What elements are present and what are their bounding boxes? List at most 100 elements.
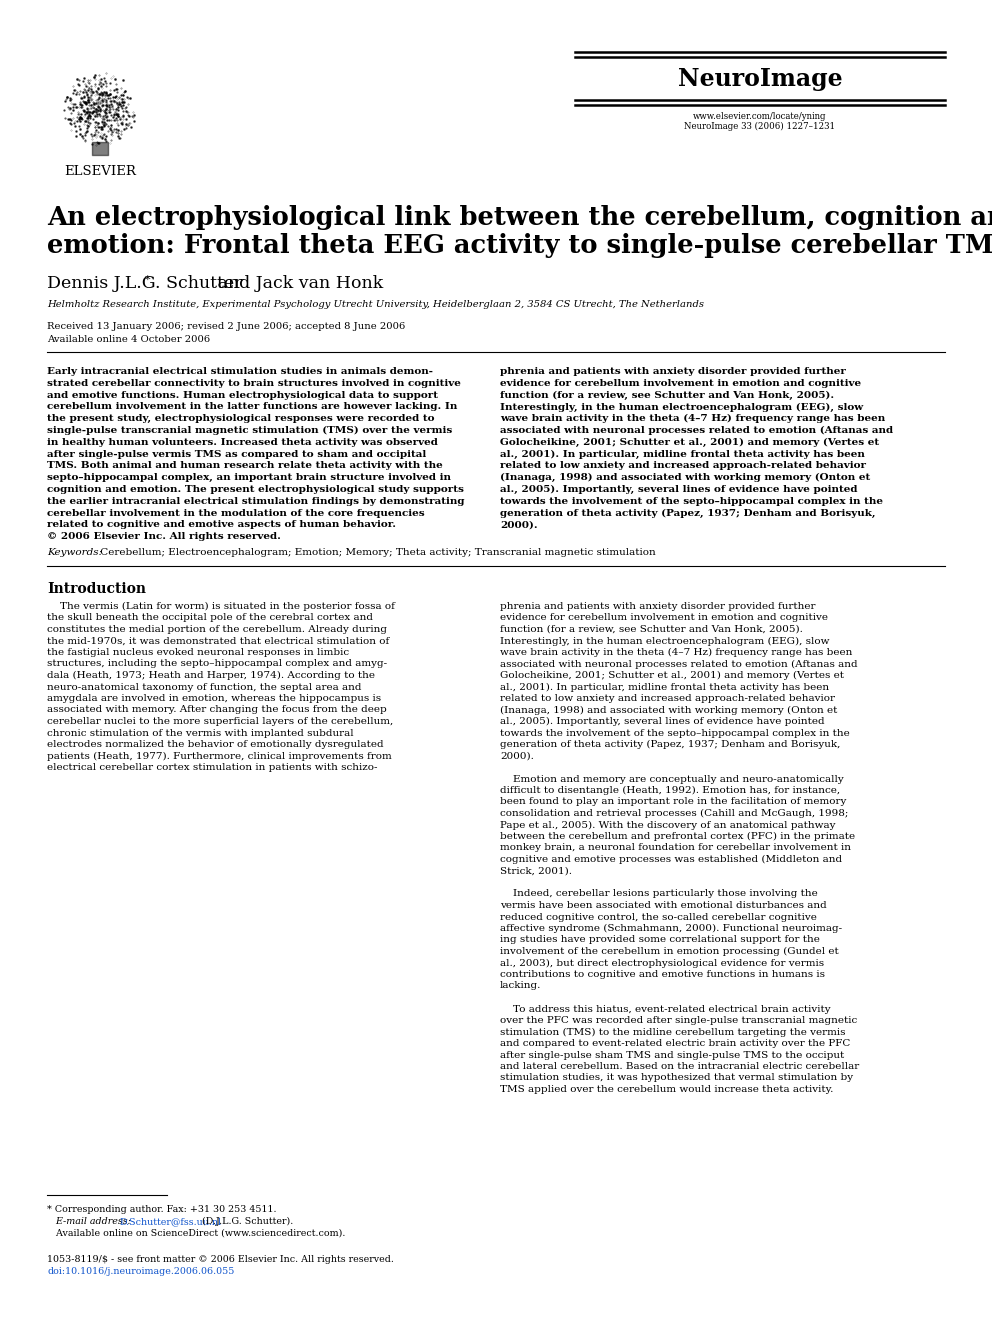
Text: cognitive and emotive processes was established (Middleton and: cognitive and emotive processes was esta… <box>500 855 842 864</box>
Text: involvement of the cerebellum in emotion processing (Gundel et: involvement of the cerebellum in emotion… <box>500 947 839 957</box>
Text: Interestingly, in the human electroencephalogram (EEG), slow: Interestingly, in the human electroencep… <box>500 402 863 411</box>
Text: ELSEVIER: ELSEVIER <box>64 165 136 179</box>
Text: emotion: Frontal theta EEG activity to single-pulse cerebellar TMS: emotion: Frontal theta EEG activity to s… <box>47 233 992 258</box>
Text: Received 13 January 2006; revised 2 June 2006; accepted 8 June 2006: Received 13 January 2006; revised 2 June… <box>47 321 406 331</box>
Text: * Corresponding author. Fax: +31 30 253 4511.: * Corresponding author. Fax: +31 30 253 … <box>47 1205 277 1215</box>
Text: difficult to disentangle (Heath, 1992). Emotion has, for instance,: difficult to disentangle (Heath, 1992). … <box>500 786 840 795</box>
Text: the earlier intracranial electrical stimulation findings by demonstrating: the earlier intracranial electrical stim… <box>47 497 464 505</box>
Text: stimulation (TMS) to the midline cerebellum targeting the vermis: stimulation (TMS) to the midline cerebel… <box>500 1028 845 1037</box>
Text: related to low anxiety and increased approach-related behavior: related to low anxiety and increased app… <box>500 695 835 703</box>
Text: Dennis J.L.G. Schutter: Dennis J.L.G. Schutter <box>47 275 242 292</box>
Text: al., 2003), but direct electrophysiological evidence for vermis: al., 2003), but direct electrophysiologi… <box>500 958 824 967</box>
Text: in healthy human volunteers. Increased theta activity was observed: in healthy human volunteers. Increased t… <box>47 438 437 447</box>
Text: TMS. Both animal and human research relate theta activity with the: TMS. Both animal and human research rela… <box>47 462 442 471</box>
Text: Interestingly, in the human electroencephalogram (EEG), slow: Interestingly, in the human electroencep… <box>500 636 829 646</box>
Text: towards the involvement of the septo–hippocampal complex in the: towards the involvement of the septo–hip… <box>500 497 883 505</box>
Text: The vermis (Latin for worm) is situated in the posterior fossa of: The vermis (Latin for worm) is situated … <box>47 602 395 611</box>
Text: www.elsevier.com/locate/yning: www.elsevier.com/locate/yning <box>693 112 826 120</box>
Text: al., 2005). Importantly, several lines of evidence have pointed: al., 2005). Importantly, several lines o… <box>500 717 824 726</box>
Text: Available online 4 October 2006: Available online 4 October 2006 <box>47 335 210 344</box>
Text: generation of theta activity (Papez, 1937; Denham and Borisyuk,: generation of theta activity (Papez, 193… <box>500 508 876 517</box>
Text: after single-pulse vermis TMS as compared to sham and occipital: after single-pulse vermis TMS as compare… <box>47 450 427 459</box>
Text: al., 2001). In particular, midline frontal theta activity has been: al., 2001). In particular, midline front… <box>500 450 865 459</box>
Text: the present study, electrophysiological responses were recorded to: the present study, electrophysiological … <box>47 414 434 423</box>
Text: and compared to event-related electric brain activity over the PFC: and compared to event-related electric b… <box>500 1039 850 1048</box>
Text: evidence for cerebellum involvement in emotion and cognitive: evidence for cerebellum involvement in e… <box>500 378 861 388</box>
Text: phrenia and patients with anxiety disorder provided further: phrenia and patients with anxiety disord… <box>500 366 846 376</box>
Text: contributions to cognitive and emotive functions in humans is: contributions to cognitive and emotive f… <box>500 970 825 979</box>
Text: phrenia and patients with anxiety disorder provided further: phrenia and patients with anxiety disord… <box>500 602 815 611</box>
Text: Keywords:: Keywords: <box>47 548 102 557</box>
Text: the mid-1970s, it was demonstrated that electrical stimulation of: the mid-1970s, it was demonstrated that … <box>47 636 389 646</box>
Text: been found to play an important role in the facilitation of memory: been found to play an important role in … <box>500 798 846 807</box>
Text: wave brain activity in the theta (4–7 Hz) frequency range has been: wave brain activity in the theta (4–7 Hz… <box>500 414 885 423</box>
Text: related to low anxiety and increased approach-related behavior: related to low anxiety and increased app… <box>500 462 866 471</box>
Text: E-mail address:: E-mail address: <box>47 1217 134 1226</box>
Text: affective syndrome (Schmahmann, 2000). Functional neuroimag-: affective syndrome (Schmahmann, 2000). F… <box>500 923 842 933</box>
Text: strated cerebellar connectivity to brain structures involved in cognitive: strated cerebellar connectivity to brain… <box>47 378 461 388</box>
Text: generation of theta activity (Papez, 1937; Denham and Borisyuk,: generation of theta activity (Papez, 193… <box>500 740 840 749</box>
Text: cerebellum involvement in the latter functions are however lacking. In: cerebellum involvement in the latter fun… <box>47 402 457 411</box>
Text: An electrophysiological link between the cerebellum, cognition and: An electrophysiological link between the… <box>47 205 992 230</box>
Text: (D.J.L.G. Schutter).: (D.J.L.G. Schutter). <box>199 1217 294 1226</box>
Text: and lateral cerebellum. Based on the intracranial electric cerebellar: and lateral cerebellum. Based on the int… <box>500 1062 859 1072</box>
Text: Golocheikine, 2001; Schutter et al., 2001) and memory (Vertes et: Golocheikine, 2001; Schutter et al., 200… <box>500 438 879 447</box>
Text: doi:10.1016/j.neuroimage.2006.06.055: doi:10.1016/j.neuroimage.2006.06.055 <box>47 1267 234 1275</box>
Text: Cerebellum; Electroencephalogram; Emotion; Memory; Theta activity; Transcranial : Cerebellum; Electroencephalogram; Emotio… <box>97 548 656 557</box>
Text: Emotion and memory are conceptually and neuro-anatomically: Emotion and memory are conceptually and … <box>500 774 844 783</box>
Text: D.Schutter@fss.uu.nl: D.Schutter@fss.uu.nl <box>119 1217 221 1226</box>
Text: To address this hiatus, event-related electrical brain activity: To address this hiatus, event-related el… <box>500 1004 830 1013</box>
Text: reduced cognitive control, the so-called cerebellar cognitive: reduced cognitive control, the so-called… <box>500 913 816 922</box>
Text: Early intracranial electrical stimulation studies in animals demon-: Early intracranial electrical stimulatio… <box>47 366 433 376</box>
Text: Pape et al., 2005). With the discovery of an anatomical pathway: Pape et al., 2005). With the discovery o… <box>500 820 835 830</box>
Text: associated with memory. After changing the focus from the deep: associated with memory. After changing t… <box>47 705 387 714</box>
Text: 2000).: 2000). <box>500 751 534 761</box>
Text: associated with neuronal processes related to emotion (Aftanas and: associated with neuronal processes relat… <box>500 426 893 435</box>
Text: NeuroImage: NeuroImage <box>678 67 842 91</box>
Text: chronic stimulation of the vermis with implanted subdural: chronic stimulation of the vermis with i… <box>47 729 353 737</box>
Text: stimulation studies, it was hypothesized that vermal stimulation by: stimulation studies, it was hypothesized… <box>500 1073 853 1082</box>
Text: electrodes normalized the behavior of emotionally dysregulated: electrodes normalized the behavior of em… <box>47 740 384 749</box>
Text: single-pulse transcranial magnetic stimulation (TMS) over the vermis: single-pulse transcranial magnetic stimu… <box>47 426 452 435</box>
Text: electrical cerebellar cortex stimulation in patients with schizo-: electrical cerebellar cortex stimulation… <box>47 763 378 773</box>
Text: amygdala are involved in emotion, whereas the hippocampus is: amygdala are involved in emotion, wherea… <box>47 695 381 703</box>
Text: Helmholtz Research Institute, Experimental Psychology Utrecht University, Heidel: Helmholtz Research Institute, Experiment… <box>47 300 704 310</box>
Text: evidence for cerebellum involvement in emotion and cognitive: evidence for cerebellum involvement in e… <box>500 614 828 623</box>
Text: ing studies have provided some correlational support for the: ing studies have provided some correlati… <box>500 935 819 945</box>
Text: function (for a review, see Schutter and Van Honk, 2005).: function (for a review, see Schutter and… <box>500 390 834 400</box>
Text: *: * <box>47 275 151 284</box>
Text: (Inanaga, 1998) and associated with working memory (Onton et: (Inanaga, 1998) and associated with work… <box>500 705 837 714</box>
Text: al., 2001). In particular, midline frontal theta activity has been: al., 2001). In particular, midline front… <box>500 683 829 692</box>
Text: Available online on ScienceDirect (www.sciencedirect.com).: Available online on ScienceDirect (www.s… <box>47 1229 345 1238</box>
Text: al., 2005). Importantly, several lines of evidence have pointed: al., 2005). Importantly, several lines o… <box>500 486 857 495</box>
Text: cerebellar nuclei to the more superficial layers of the cerebellum,: cerebellar nuclei to the more superficia… <box>47 717 393 726</box>
Text: between the cerebellum and prefrontal cortex (PFC) in the primate: between the cerebellum and prefrontal co… <box>500 832 855 841</box>
Text: consolidation and retrieval processes (Cahill and McGaugh, 1998;: consolidation and retrieval processes (C… <box>500 808 848 818</box>
Text: and Jack van Honk: and Jack van Honk <box>212 275 383 292</box>
Text: over the PFC was recorded after single-pulse transcranial magnetic: over the PFC was recorded after single-p… <box>500 1016 857 1025</box>
Text: Strick, 2001).: Strick, 2001). <box>500 867 572 876</box>
Text: dala (Heath, 1973; Heath and Harper, 1974). According to the: dala (Heath, 1973; Heath and Harper, 197… <box>47 671 375 680</box>
Text: (Inanaga, 1998) and associated with working memory (Onton et: (Inanaga, 1998) and associated with work… <box>500 474 870 483</box>
Text: cerebellar involvement in the modulation of the core frequencies: cerebellar involvement in the modulation… <box>47 508 425 517</box>
Text: © 2006 Elsevier Inc. All rights reserved.: © 2006 Elsevier Inc. All rights reserved… <box>47 532 281 541</box>
Text: wave brain activity in the theta (4–7 Hz) frequency range has been: wave brain activity in the theta (4–7 Hz… <box>500 648 852 658</box>
Text: constitutes the medial portion of the cerebellum. Already during: constitutes the medial portion of the ce… <box>47 624 387 634</box>
Text: associated with neuronal processes related to emotion (Aftanas and: associated with neuronal processes relat… <box>500 659 858 668</box>
Text: 2000).: 2000). <box>500 520 538 529</box>
Text: vermis have been associated with emotional disturbances and: vermis have been associated with emotion… <box>500 901 826 910</box>
Text: patients (Heath, 1977). Furthermore, clinical improvements from: patients (Heath, 1977). Furthermore, cli… <box>47 751 392 761</box>
Text: monkey brain, a neuronal foundation for cerebellar involvement in: monkey brain, a neuronal foundation for … <box>500 844 851 852</box>
Text: TMS applied over the cerebellum would increase theta activity.: TMS applied over the cerebellum would in… <box>500 1085 833 1094</box>
Text: septo–hippocampal complex, an important brain structure involved in: septo–hippocampal complex, an important … <box>47 474 451 482</box>
Text: the skull beneath the occipital pole of the cerebral cortex and: the skull beneath the occipital pole of … <box>47 614 373 623</box>
Text: Golocheikine, 2001; Schutter et al., 2001) and memory (Vertes et: Golocheikine, 2001; Schutter et al., 200… <box>500 671 844 680</box>
Text: the fastigial nucleus evoked neuronal responses in limbic: the fastigial nucleus evoked neuronal re… <box>47 648 349 658</box>
Text: and emotive functions. Human electrophysiological data to support: and emotive functions. Human electrophys… <box>47 390 438 400</box>
Text: NeuroImage 33 (2006) 1227–1231: NeuroImage 33 (2006) 1227–1231 <box>684 122 835 131</box>
Text: after single-pulse sham TMS and single-pulse TMS to the occiput: after single-pulse sham TMS and single-p… <box>500 1050 844 1060</box>
Text: towards the involvement of the septo–hippocampal complex in the: towards the involvement of the septo–hip… <box>500 729 850 737</box>
Text: Introduction: Introduction <box>47 582 146 595</box>
Text: cognition and emotion. The present electrophysiological study supports: cognition and emotion. The present elect… <box>47 486 464 493</box>
Text: Indeed, cerebellar lesions particularly those involving the: Indeed, cerebellar lesions particularly … <box>500 889 817 898</box>
